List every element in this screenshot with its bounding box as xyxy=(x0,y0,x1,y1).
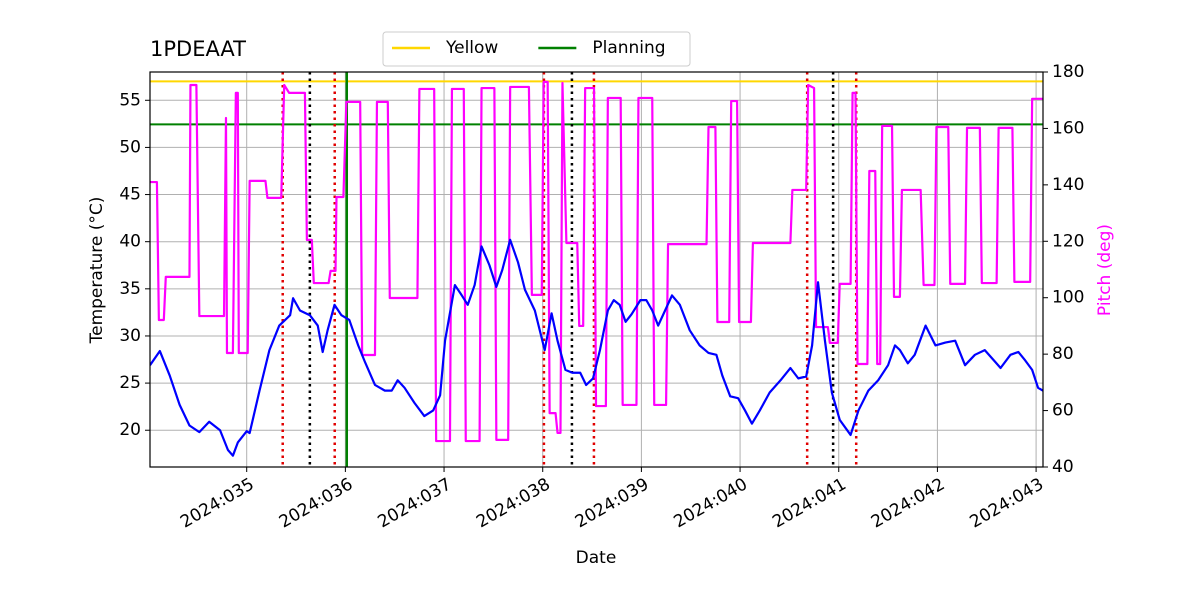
y-tick-label: 20 xyxy=(119,420,141,440)
data-line xyxy=(150,238,1043,457)
y2-tick-label: 140 xyxy=(1052,175,1084,195)
y-tick-label: 40 xyxy=(119,232,141,252)
y-tick-label: 45 xyxy=(119,185,141,205)
data-line xyxy=(150,80,1043,443)
chart-title: 1PDEAAT xyxy=(150,37,246,61)
y2-axis-label: Pitch (deg) xyxy=(1095,224,1115,316)
legend: Yellow Planning xyxy=(382,31,691,67)
y-tick-label: 25 xyxy=(119,373,141,393)
legend-label: Yellow xyxy=(445,38,498,58)
y2-tick-label: 100 xyxy=(1052,288,1084,308)
y-tick-label: 50 xyxy=(119,137,141,157)
y2-tick-label: 180 xyxy=(1052,62,1084,82)
y-tick-label: 35 xyxy=(119,279,141,299)
y2-tick-label: 120 xyxy=(1052,231,1084,251)
y2-tick-label: 40 xyxy=(1052,457,1074,477)
x-axis-label: Date xyxy=(576,548,617,568)
y2-tick-label: 60 xyxy=(1052,401,1074,421)
legend-box xyxy=(382,31,691,67)
plot-frame xyxy=(149,71,1044,468)
plot-area xyxy=(150,72,1043,467)
y-tick-label: 55 xyxy=(119,90,141,110)
y2-tick-label: 160 xyxy=(1052,118,1084,138)
legend-label: Planning xyxy=(592,38,665,58)
y-tick-label: 30 xyxy=(119,326,141,346)
y-axis-label: Temperature (°C) xyxy=(87,197,107,345)
y2-tick-label: 80 xyxy=(1052,344,1074,364)
